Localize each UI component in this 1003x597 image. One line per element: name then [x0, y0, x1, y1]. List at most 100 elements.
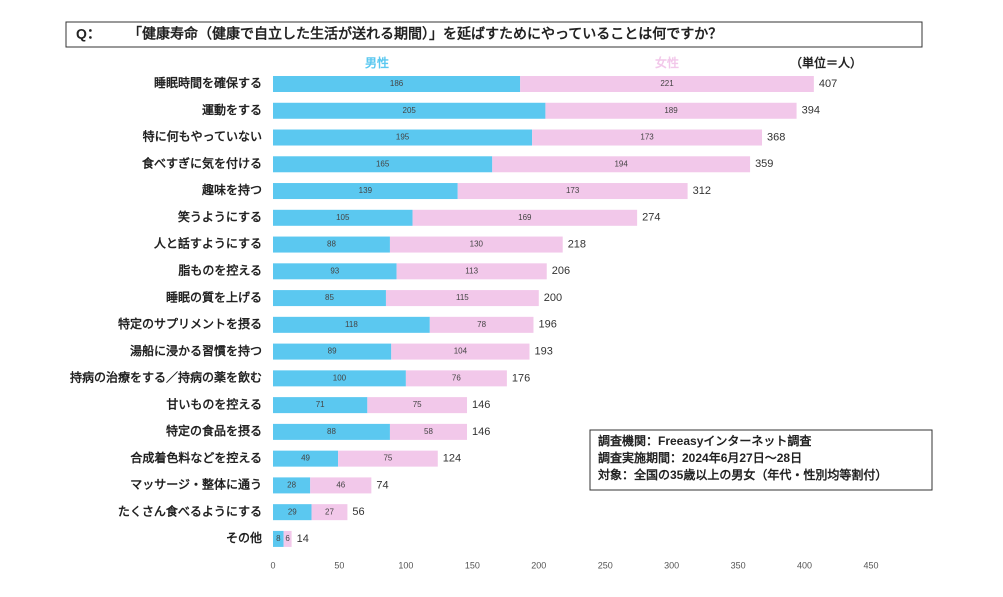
segment-label: 205 [403, 106, 417, 115]
segment-label: 49 [301, 454, 310, 463]
category-label: 合成着色料などを控える [130, 450, 262, 465]
segment-label: 194 [614, 159, 628, 168]
segment-label: 8 [276, 534, 281, 543]
segment-label: 29 [288, 507, 297, 516]
segment-label: 113 [465, 266, 478, 275]
category-label: その他 [226, 530, 262, 545]
category-label: 運動をする [202, 102, 262, 117]
segment-label: 100 [333, 373, 347, 382]
category-label: 湯船に浸かる習慣を持つ [130, 343, 262, 358]
bar-segment [385, 290, 539, 307]
segment-label: 189 [664, 106, 678, 115]
segment-label: 28 [287, 481, 296, 490]
bar-segment [273, 209, 413, 226]
total-label: 193 [534, 346, 552, 358]
bar-segment [273, 423, 390, 440]
total-label: 206 [552, 265, 570, 277]
x-tick-label: 100 [398, 560, 413, 570]
bar-segment [273, 397, 368, 414]
total-label: 407 [819, 78, 837, 90]
bar-segment [396, 263, 547, 280]
segment-label: 89 [328, 347, 337, 356]
total-label: 312 [693, 185, 711, 197]
segment-label: 195 [396, 133, 410, 142]
segment-label: 75 [413, 400, 422, 409]
total-label: 359 [755, 158, 773, 170]
segment-label: 85 [325, 293, 334, 302]
category-label: 持病の治療をする／持病の薬を飲む [70, 370, 262, 385]
x-tick-label: 250 [598, 560, 613, 570]
bar-segment [273, 263, 397, 280]
total-label: 124 [443, 453, 461, 465]
segment-label: 104 [454, 347, 468, 356]
note-line: 対象：全国の35歳以上の男女（年代・性別均等割付） [597, 467, 887, 482]
question-label: Q： [76, 26, 101, 42]
category-label: 人と話すようにする [154, 236, 262, 251]
total-label: 394 [802, 105, 820, 117]
bar-segment [545, 102, 797, 119]
x-tick-label: 350 [731, 560, 746, 570]
x-tick-label: 150 [465, 560, 480, 570]
bar-segment [273, 129, 533, 146]
note-line: 調査機関：Freeasyインターネット調査 [598, 433, 812, 448]
chart-title: 「健康寿命（健康で自立した生活が送れる期間）」を延ばすためにやっていることは何で… [128, 26, 722, 42]
segment-label: 58 [424, 427, 433, 436]
bar-segment [389, 423, 468, 440]
total-label: 200 [544, 292, 562, 304]
segment-label: 75 [383, 454, 392, 463]
legend-label: 男性 [365, 55, 389, 70]
bar-segment [412, 209, 638, 226]
segment-label: 27 [325, 507, 334, 516]
category-label: 趣味を持つ [201, 182, 262, 197]
category-label: 特定のサプリメントを摂る [118, 316, 262, 331]
x-tick-label: 200 [531, 560, 546, 570]
bar-segment [273, 316, 430, 333]
bar-segment [520, 76, 814, 92]
x-tick-label: 300 [664, 560, 679, 570]
segment-label: 165 [376, 159, 390, 168]
total-label: 368 [767, 131, 785, 143]
bar-segment [457, 183, 688, 200]
segment-label: 169 [518, 213, 532, 222]
category-label: 甘いものを控える [166, 396, 262, 411]
segment-label: 93 [330, 266, 339, 275]
title-box [65, 21, 923, 48]
bar-segment [273, 450, 339, 467]
total-label: 146 [472, 426, 490, 438]
bar-segment [389, 236, 563, 253]
bar-segment [273, 370, 406, 387]
legend-label: 女性 [655, 55, 679, 70]
bar-segment [405, 370, 507, 387]
segment-label: 186 [390, 79, 404, 88]
bar-segment [273, 183, 458, 200]
bar-segment [273, 530, 284, 547]
total-label: 176 [512, 372, 530, 384]
bar-segment [273, 343, 392, 360]
total-label: 196 [538, 319, 556, 331]
bar-segment [273, 76, 521, 92]
bar-segment [391, 343, 530, 360]
bar-segment [273, 102, 546, 119]
total-label: 74 [376, 479, 388, 491]
total-label: 218 [568, 238, 586, 250]
segment-label: 88 [327, 427, 336, 436]
bar-segment [273, 504, 312, 521]
x-tick-label: 400 [797, 560, 812, 570]
note-box [589, 429, 933, 491]
bar-segment [338, 450, 438, 467]
bar-segment [273, 477, 311, 494]
segment-label: 118 [345, 320, 358, 329]
x-tick-label: 450 [863, 560, 878, 570]
bar-segment [273, 236, 390, 253]
total-label: 14 [297, 533, 309, 545]
category-label: 特定の食品を摂る [166, 423, 262, 438]
bar-segment [273, 156, 493, 173]
segment-label: 221 [660, 79, 674, 88]
total-label: 146 [472, 399, 490, 411]
segment-label: 78 [477, 320, 486, 329]
segment-label: 105 [336, 213, 350, 222]
category-label: 食べすぎに気を付ける [141, 155, 262, 170]
category-label: 睡眠の質を上げる [166, 289, 262, 304]
category-label: 特に何もやっていない [143, 129, 262, 144]
